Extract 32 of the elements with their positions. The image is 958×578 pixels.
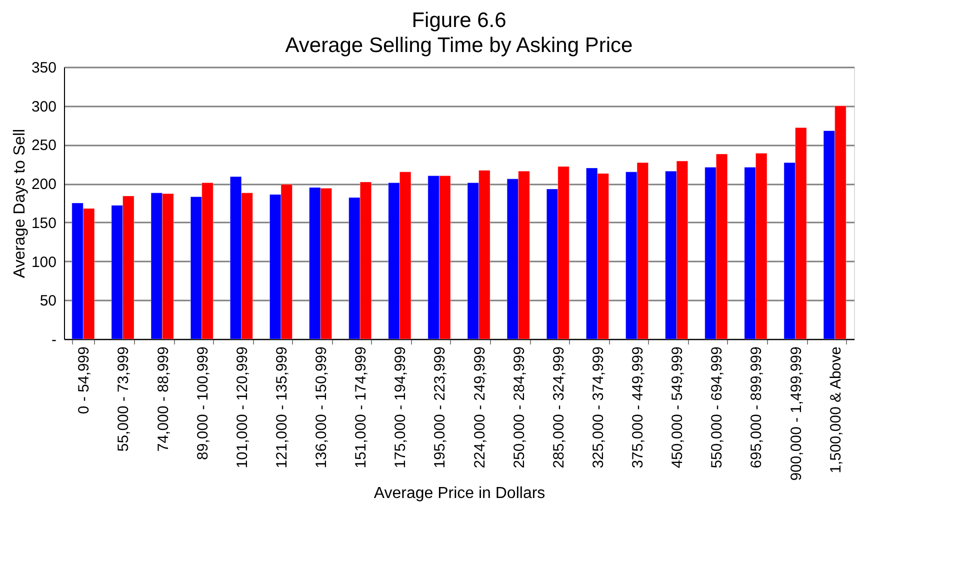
y-tick-label: 100 (31, 254, 56, 271)
chart-title: Figure 6.6 (412, 9, 506, 32)
chart-subtitle: Average Selling Time by Asking Price (285, 34, 633, 57)
y-tick-label: 50 (40, 292, 56, 310)
x-tick-label: 121,000 - 135,999 (273, 346, 290, 468)
x-tick-label: 101,000 - 120,999 (234, 346, 251, 468)
x-tick-label: 285,000 - 324,999 (550, 346, 568, 468)
y-tick-label: 200 (31, 176, 56, 194)
x-tick-label: 55,000 - 73,999 (115, 346, 132, 452)
x-axis-title: Average Price in Dollars (374, 484, 546, 502)
y-tick-label: 350 (31, 60, 56, 76)
x-tick-label: 224,000 - 249,999 (471, 346, 488, 468)
y-axis-title: Average Days to Sell (11, 128, 28, 278)
x-tick-label: 74,000 - 88,999 (154, 346, 172, 452)
x-tick-label: 195,000 - 223,999 (432, 346, 449, 468)
x-tick-label: 375,000 - 449,999 (630, 346, 647, 468)
y-tick-label: - (52, 332, 56, 348)
y-tick-label: 300 (31, 98, 56, 116)
x-tick-label: 325,000 - 374,999 (590, 346, 607, 468)
x-tick-label: 695,000 - 899,999 (748, 346, 766, 468)
x-tick-label: 89,000 - 100,999 (194, 346, 212, 460)
x-tick-label: 0 - 54,999 (76, 346, 93, 414)
x-tick-label: 175,000 - 194,999 (392, 346, 410, 468)
x-tick-label: 151,000 - 174,999 (352, 346, 370, 468)
x-tick-label: 250,000 - 284,999 (510, 346, 528, 468)
x-tick-label: 550,000 - 694,999 (708, 346, 726, 468)
x-tick-label: 136,000 - 150,999 (313, 346, 330, 468)
x-tick-label: 450,000 - 549,999 (669, 346, 686, 468)
x-tick-label: 900,000 - 1,499,999 (788, 346, 805, 481)
x-tick-label: 1,500,000 & Above (827, 346, 844, 474)
y-tick-label: 150 (31, 214, 56, 232)
y-tick-label: 250 (31, 137, 56, 154)
